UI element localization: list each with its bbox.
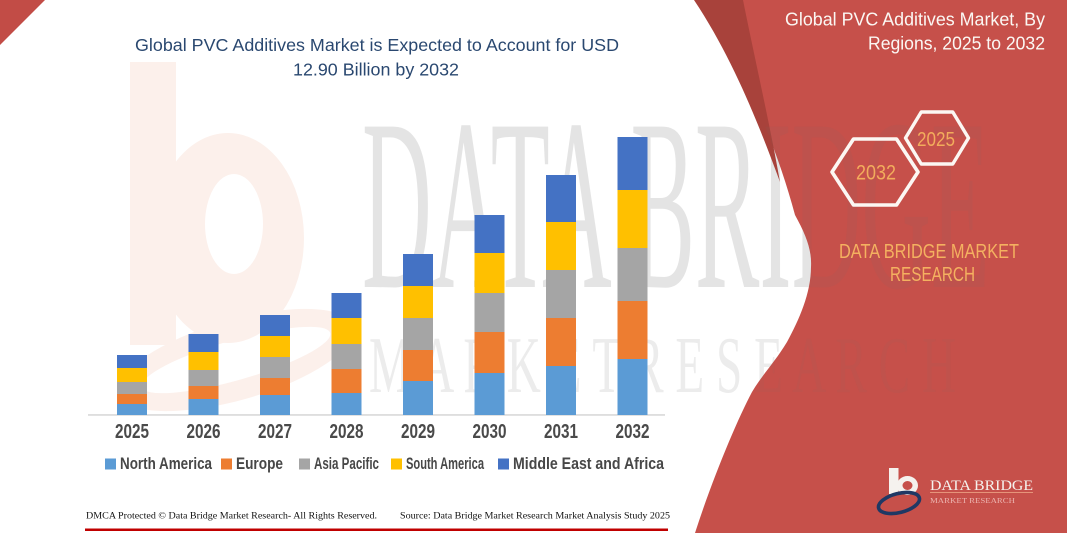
svg-text:Regions, 2025 to 2032: Regions, 2025 to 2032 [868,34,1045,54]
svg-text:MARKET RESEARCH: MARKET RESEARCH [930,497,1015,505]
svg-text:12.90 Billion by 2032: 12.90 Billion by 2032 [293,60,459,80]
svg-text:2026: 2026 [187,421,221,443]
svg-text:2025: 2025 [115,421,149,443]
svg-text:Source: Data Bridge Market Res: Source: Data Bridge Market Research Mark… [400,512,670,522]
svg-text:RESEARCH: RESEARCH [890,264,975,286]
svg-text:2028: 2028 [330,421,364,443]
svg-text:2032: 2032 [856,162,896,185]
svg-text:Global PVC Additives Market is: Global PVC Additives Market is Expected … [135,35,619,55]
svg-text:Asia Pacific: Asia Pacific [314,454,379,473]
svg-text:DMCA Protected © Data Bridge M: DMCA Protected © Data Bridge Market Rese… [86,511,377,522]
svg-text:North America: North America [120,454,212,473]
svg-text:2032: 2032 [616,421,650,443]
svg-text:Global PVC Additives Market, B: Global PVC Additives Market, By [785,10,1045,30]
svg-text:Middle East and Africa: Middle East and Africa [513,454,664,473]
svg-text:2030: 2030 [473,421,507,443]
svg-text:2027: 2027 [258,421,292,443]
svg-text:Europe: Europe [236,454,283,473]
svg-text:2029: 2029 [401,421,435,443]
svg-text:2025: 2025 [917,129,955,151]
svg-text:2031: 2031 [544,421,578,443]
svg-text:South America: South America [406,454,484,473]
svg-text:DATA BRIDGE: DATA BRIDGE [930,478,1033,494]
svg-text:DATA BRIDGE MARKET: DATA BRIDGE MARKET [839,241,1019,263]
